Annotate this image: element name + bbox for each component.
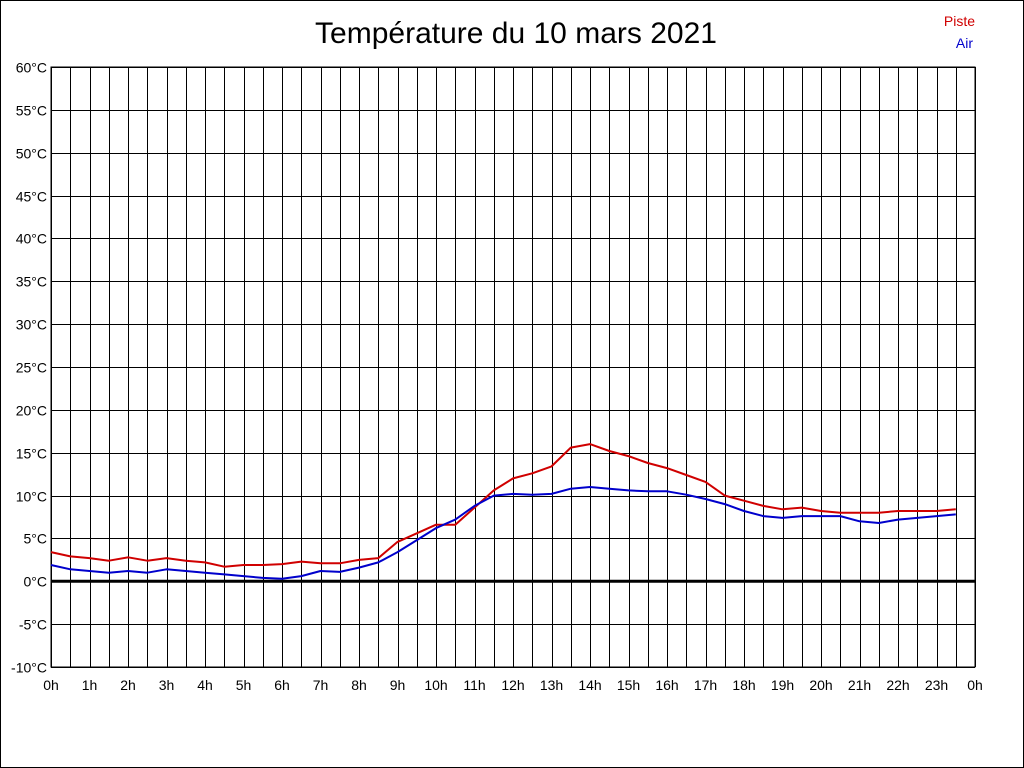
series-line-air — [50, 486, 956, 580]
x-tick-label: 14h — [578, 677, 601, 693]
x-tick-label: 1h — [82, 677, 98, 693]
y-tick-label: -10°C — [11, 660, 47, 676]
x-tick-label: 8h — [351, 677, 367, 693]
x-tick-label: 22h — [886, 677, 909, 693]
x-tick-label: 4h — [197, 677, 213, 693]
x-tick-label: 19h — [771, 677, 794, 693]
chart-title: Température du 10 mars 2021 — [315, 17, 717, 50]
x-tick-label: 18h — [732, 677, 755, 693]
x-tick-label: 23h — [925, 677, 948, 693]
x-tick-label: 16h — [655, 677, 678, 693]
x-tick-label: 13h — [540, 677, 563, 693]
x-tick-label: 10h — [424, 677, 447, 693]
x-tick-label: 0h — [967, 677, 983, 693]
x-tick-label: 5h — [236, 677, 252, 693]
x-tick-label: 7h — [313, 677, 329, 693]
legend-piste: Piste — [943, 13, 975, 29]
x-tick-label: 15h — [617, 677, 640, 693]
y-tick-label: 0°C — [24, 574, 48, 590]
y-tick-label: 60°C — [16, 60, 47, 76]
x-tick-label: 21h — [848, 677, 871, 693]
y-tick-label: 30°C — [16, 317, 47, 333]
x-tick-label: 6h — [274, 677, 290, 693]
y-tick-label: 20°C — [16, 403, 47, 419]
x-tick-label: 3h — [159, 677, 175, 693]
x-tick-label: 9h — [390, 677, 406, 693]
y-tick-label: 55°C — [16, 103, 47, 119]
y-tick-label: 40°C — [16, 231, 47, 247]
x-tick-label: 20h — [809, 677, 832, 693]
y-tick-label: 5°C — [24, 531, 48, 547]
y-tick-label: 50°C — [16, 146, 47, 162]
y-tick-label: -5°C — [19, 617, 47, 633]
x-tick-label: 11h — [463, 677, 485, 693]
x-tick-label: 2h — [120, 677, 136, 693]
legend-air: Air — [955, 35, 973, 51]
x-tick-label: 0h — [43, 677, 59, 693]
y-tick-label: 35°C — [16, 274, 47, 290]
y-tick-label: 15°C — [16, 446, 47, 462]
series-line-piste — [50, 443, 956, 568]
x-tick-label: 17h — [694, 677, 717, 693]
y-tick-label: 45°C — [16, 189, 47, 205]
y-tick-label: 10°C — [16, 489, 47, 505]
y-tick-label: 25°C — [16, 360, 47, 376]
x-tick-label: 12h — [501, 677, 524, 693]
